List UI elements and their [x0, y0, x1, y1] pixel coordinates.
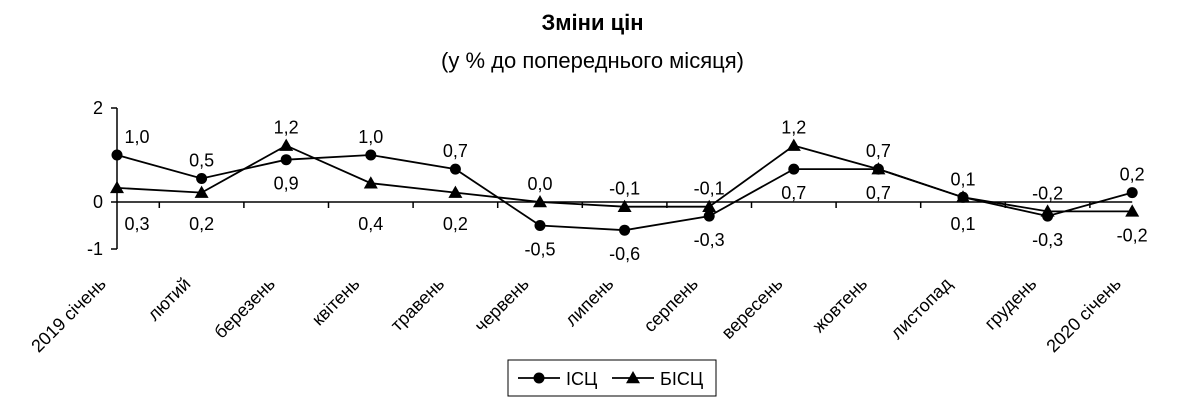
- data-label: 0,9: [274, 174, 299, 194]
- x-tick-label: лютий: [144, 274, 195, 325]
- triangle-marker: [1125, 204, 1140, 217]
- triangle-marker: [786, 138, 801, 151]
- triangle-marker: [956, 190, 970, 203]
- x-tick-label: травень: [387, 274, 448, 335]
- x-tick-label: жовтень: [809, 274, 872, 337]
- circle-marker: [619, 224, 631, 236]
- data-label: 0,4: [358, 214, 383, 234]
- circle-marker: [196, 173, 208, 184]
- triangle-marker: [702, 199, 717, 212]
- data-label: 0,2: [443, 214, 468, 234]
- legend-circle-marker: [533, 372, 545, 384]
- triangle-marker: [279, 138, 294, 151]
- x-tick-label: 2020 січень: [1042, 274, 1125, 357]
- data-label: 0,7: [866, 141, 891, 161]
- triangle-marker: [363, 176, 378, 189]
- chart-title: Зміни цін: [541, 10, 644, 35]
- circle-marker: [1126, 187, 1138, 199]
- x-tick-label: липень: [561, 274, 617, 330]
- data-label: -0,2: [1117, 225, 1148, 245]
- y-tick-label: 2: [93, 98, 103, 118]
- circle-marker: [111, 149, 123, 161]
- legend-triangle-marker: [626, 371, 640, 384]
- data-label: 0,1: [950, 169, 975, 189]
- circle-marker: [703, 210, 715, 222]
- x-tick-label: березень: [210, 274, 279, 343]
- triangle-marker: [110, 180, 124, 194]
- x-tick-label: вересень: [718, 274, 787, 343]
- data-label: 0,2: [1120, 165, 1145, 185]
- series-markers: [110, 138, 1140, 236]
- data-label: 0,7: [781, 183, 806, 203]
- data-label: 0,5: [189, 151, 214, 171]
- x-tick-label: серпень: [640, 274, 702, 336]
- data-label: 0,0: [527, 174, 552, 194]
- x-tick-label: квітень: [308, 274, 364, 330]
- chart-subtitle: (у % до попереднього місяця): [441, 48, 744, 73]
- circle-marker: [449, 163, 461, 175]
- x-tick-label: листопад: [887, 273, 957, 343]
- triangle-marker: [871, 162, 886, 175]
- data-label: -0,3: [694, 230, 725, 250]
- data-label: -0,3: [1032, 230, 1063, 250]
- circle-marker: [280, 154, 292, 166]
- x-tick-label: 2019 січень: [27, 274, 110, 357]
- circle-marker: [534, 220, 546, 231]
- triangle-marker: [617, 199, 632, 212]
- y-tick-label: 0: [93, 192, 103, 212]
- data-label: -0,1: [694, 179, 725, 199]
- triangle-marker: [1040, 204, 1055, 217]
- data-label: 0,7: [443, 141, 468, 161]
- data-label: 0,1: [950, 214, 975, 234]
- triangle-marker: [448, 185, 463, 198]
- data-label: -0,5: [524, 240, 555, 260]
- legend: ІСЦ БІСЦ: [507, 359, 717, 397]
- data-label: 1,0: [124, 127, 149, 147]
- data-label: 0,3: [124, 214, 149, 234]
- y-tick-label: -1: [87, 239, 103, 259]
- triangle-marker: [194, 185, 209, 198]
- data-label: -0,6: [609, 244, 640, 264]
- x-tick-label: грудень: [981, 274, 1041, 334]
- x-tick-labels: 2019 січень лютий березень квітень травень че…: [27, 273, 1125, 356]
- data-label: 0,7: [866, 183, 891, 203]
- legend-label: ІСЦ: [566, 369, 597, 389]
- data-label: -0,2: [1032, 183, 1063, 203]
- x-tick-label: червень: [471, 274, 533, 336]
- circle-marker: [365, 149, 377, 161]
- data-label: 0,2: [189, 214, 214, 234]
- data-label: 1,0: [358, 127, 383, 147]
- legend-label: БІСЦ: [660, 369, 703, 389]
- data-label: 1,2: [781, 118, 806, 138]
- data-label: -0,1: [609, 179, 640, 199]
- triangle-marker: [533, 195, 547, 208]
- circle-marker: [788, 163, 800, 175]
- data-label: 1,2: [274, 118, 299, 138]
- data-labels: 1,0 0,3 0,5 0,2 1,2 0,9 1,0 0,4 0,7 0,2 0,0 -0,5 -0,…: [124, 118, 1147, 265]
